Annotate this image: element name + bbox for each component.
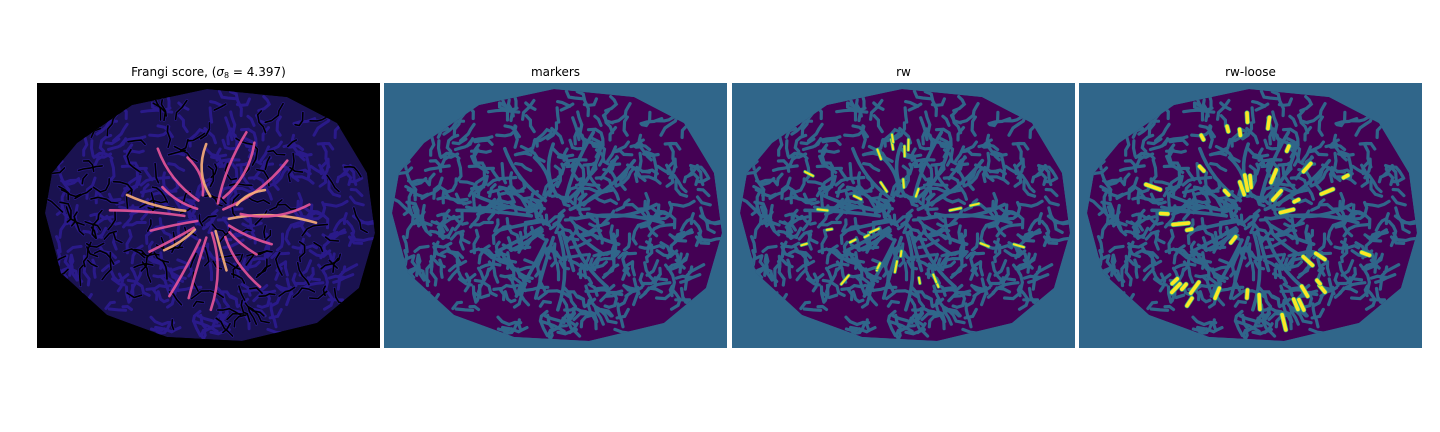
vessel-response [108,209,186,218]
vessel-segment [1229,235,1238,245]
vessel-segment [1292,197,1301,204]
vessel-segment [1171,221,1191,227]
vessel-response [216,131,248,205]
vessel-segment [1238,180,1246,197]
vessel-segment [1245,111,1250,124]
vessel-response [239,203,311,218]
markers-panel-title: markers [530,65,581,79]
vessel-segment [1199,133,1206,142]
vessel-segment [1317,283,1327,294]
vessel-segment [869,227,880,234]
vessel-segment [1280,312,1288,332]
vessel-segment [1144,182,1162,192]
vessel-segment [879,181,888,193]
vessel-response [227,224,273,246]
vessel-response [214,229,228,272]
vessel-response [222,159,289,211]
vessel-segment [979,242,990,248]
vessel-segment [891,133,895,144]
vessel-segment [1315,278,1322,286]
vessel-segment [932,273,938,284]
vessel-segment [1314,251,1327,262]
vessel-segment [1341,173,1350,180]
vessel-segment [816,208,829,212]
vessel-segment [1248,173,1253,190]
vessel-response [228,230,258,256]
vessel-segment [1301,254,1315,268]
vessel-segment [800,242,808,247]
vessel-segment [863,234,870,239]
vessel-segment [840,274,850,286]
vessel-segment [1225,124,1231,134]
vessel-segment [1197,164,1206,173]
vessel-response [149,219,199,232]
vessel-segment [1285,144,1291,153]
vessel-segment [1222,188,1231,197]
vessel-response [168,238,202,298]
rw-panel: rw [732,65,1075,348]
rw-loose-panel: rw-loose [1079,65,1422,348]
vessel-response [200,142,212,198]
vessel-segment [902,178,905,189]
vessel-segment [1012,243,1025,249]
vessel-segment [1269,168,1278,185]
vessel-response [224,235,262,289]
rw-loose-image [1079,83,1422,348]
rw-panel-title: rw [896,65,911,79]
vessel-segment [1301,161,1313,174]
vessel-segment [1170,282,1182,295]
vessel-segment [825,228,833,231]
vessel-response [209,231,219,312]
rw-image [732,83,1075,348]
vessel-response [148,226,195,253]
vessel-segment [1242,173,1250,193]
vessel-segment [1291,297,1300,312]
vessel-segment [1297,297,1306,312]
vessel-segment [1170,277,1180,286]
vessel-response [125,193,187,213]
vessel-segment [853,194,863,201]
vessel-segment [804,170,814,177]
vessel-segment [1278,207,1296,215]
vessel-response [161,185,199,210]
vessel-response [156,147,200,202]
vessel-response [186,156,205,197]
vessel-response [222,141,256,200]
vessel-segment [876,262,881,270]
rw-loose-panel-title: rw-loose [1225,65,1276,79]
tissue-region [740,89,1070,341]
vessel-segment [849,238,857,244]
vessel-segment [876,148,882,161]
vessel-segment [899,250,903,258]
vessel-segment [1266,115,1272,131]
tissue-region [392,89,722,341]
vessel-segment [1189,280,1201,295]
vessel-segment [1245,288,1250,300]
vessel-segment [1319,187,1335,196]
vessel-segment [1299,284,1310,298]
vessel-segment [1180,282,1188,291]
vessel-segment [917,276,921,285]
frangi-panel: Frangi score, (σ8 = 4.397) [37,65,380,348]
frangi-image [37,83,380,348]
markers-panel: markers [384,65,727,348]
vessel-segment [1271,189,1283,202]
vessel-segment [1359,250,1372,258]
vessel-segment [1257,292,1262,312]
vessel-segment [969,202,980,207]
tissue-region [45,89,375,341]
vessel-response [187,236,208,300]
vessel-segment [1237,127,1243,138]
vessel-segment [948,207,962,212]
vessel-segment [1185,296,1194,308]
vessel-segment [1185,227,1194,232]
markers-image [384,83,727,348]
vessel-segment [1213,286,1222,300]
vessel-segment [914,188,920,198]
vessel-response [235,188,267,207]
vessel-response [162,228,197,252]
frangi-panel-title: Frangi score, (σ8 = 4.397) [131,65,286,80]
vessel-segment [893,260,898,274]
